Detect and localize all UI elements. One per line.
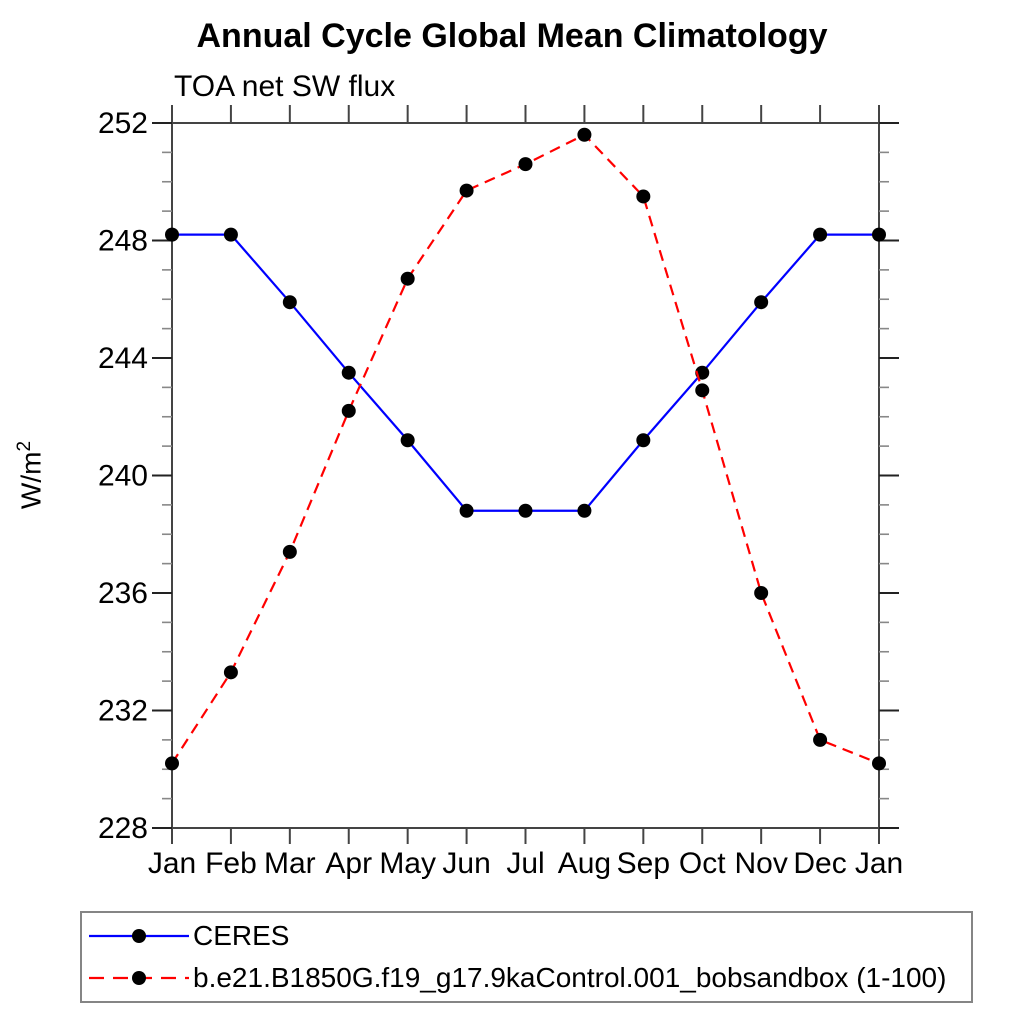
x-tick-label: Sep [617,847,670,880]
data-point-marker [695,383,710,398]
x-tick-label: May [379,847,436,880]
chart-title: Annual Cycle Global Mean Climatology [196,17,828,55]
data-point-marker [165,227,179,242]
data-point-marker [400,433,415,448]
y-tick-label: 244 [98,342,148,375]
legend-line-sample-solid-icon [89,928,189,943]
x-tick-label: Jan [855,847,903,880]
data-point-marker [813,227,828,242]
data-point-marker [165,756,179,771]
data-point-marker [282,295,297,310]
x-tick-label: Dec [793,847,846,880]
legend-line-sample-dashed-icon [89,971,189,986]
legend: CERES b.e21.B1850G.f19_g17.9kaControl.00… [80,911,973,1003]
data-point-marker [754,586,769,600]
data-point-marker [341,365,356,380]
legend-item-ceres: CERES [82,916,971,956]
data-point-marker [577,127,592,142]
x-tick-label: Apr [325,847,372,880]
x-tick-label: Aug [558,847,611,880]
data-point-marker [223,227,238,242]
x-tick-label: Jun [442,847,490,880]
series-line-1 [171,133,880,765]
data-point-marker [577,503,592,518]
data-point-marker [754,295,769,310]
legend-label-model: b.e21.B1850G.f19_g17.9kaControl.001_bobs… [193,962,947,994]
data-point-marker [459,503,474,518]
data-point-marker [872,227,886,242]
data-point-marker [518,157,533,172]
data-point-marker [223,665,238,680]
x-tick-label: Jan [148,847,196,880]
data-point-marker [400,271,415,286]
x-tick-label: Jul [506,847,544,880]
y-tick-label: 252 [98,107,148,140]
x-tick-label: Feb [205,847,257,880]
legend-label-ceres: CERES [193,919,290,951]
data-point-marker [518,503,533,518]
data-point-marker [341,403,356,418]
y-tick-label: 240 [98,460,148,493]
series-line-0 [172,233,879,512]
y-tick-label: 228 [98,812,148,845]
chart-subtitle: TOA net SW flux [174,70,396,103]
data-point-marker [282,544,297,559]
x-tick-label: Mar [264,847,316,880]
data-point-marker [872,756,886,771]
data-point-marker [636,433,651,448]
y-tick-label: 248 [98,225,148,258]
y-tick-label: 232 [98,695,148,728]
x-tick-label: Oct [679,847,726,880]
y-tick-label: 236 [98,577,148,610]
data-point-marker [459,183,474,198]
data-point-marker [813,732,828,747]
x-tick-label: Nov [734,847,787,880]
data-point-marker [636,189,651,204]
legend-item-model: b.e21.B1850G.f19_g17.9kaControl.001_bobs… [82,958,971,998]
